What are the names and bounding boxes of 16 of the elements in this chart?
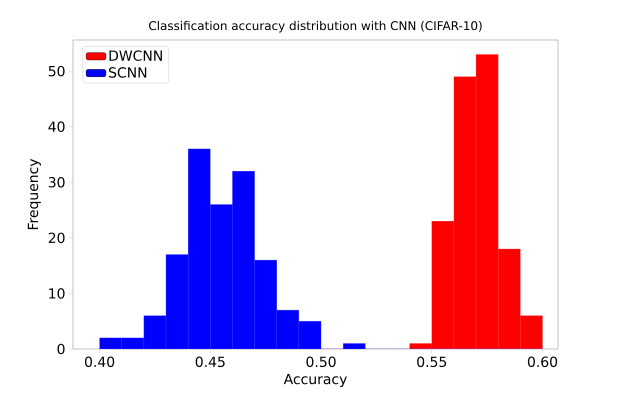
x-tick-label: 0.40 [84, 356, 114, 368]
y-tick-label: 30 [48, 176, 65, 188]
y-tick-label: 20 [48, 232, 65, 244]
chart-title: Classification accuracy distribution with CNN (CIFAR-10) [149, 20, 482, 32]
x-tick-label: 0.55 [417, 356, 446, 368]
y-tick-label: 50 [48, 66, 65, 76]
legend-label: SCNN [109, 67, 146, 78]
y-tick-label: 10 [49, 288, 65, 299]
y-tick-label: 40 [48, 121, 65, 132]
x-tick-label: 0.50 [306, 356, 336, 368]
y-axis-title: Frequency [28, 158, 41, 230]
y-tick-label: 0 [58, 344, 65, 354]
x-tick-label: 0.60 [528, 356, 558, 368]
x-tick-label: 0.45 [196, 356, 225, 368]
x-axis-title: Accuracy [284, 374, 347, 387]
legend-label: DWCNN [110, 50, 162, 61]
